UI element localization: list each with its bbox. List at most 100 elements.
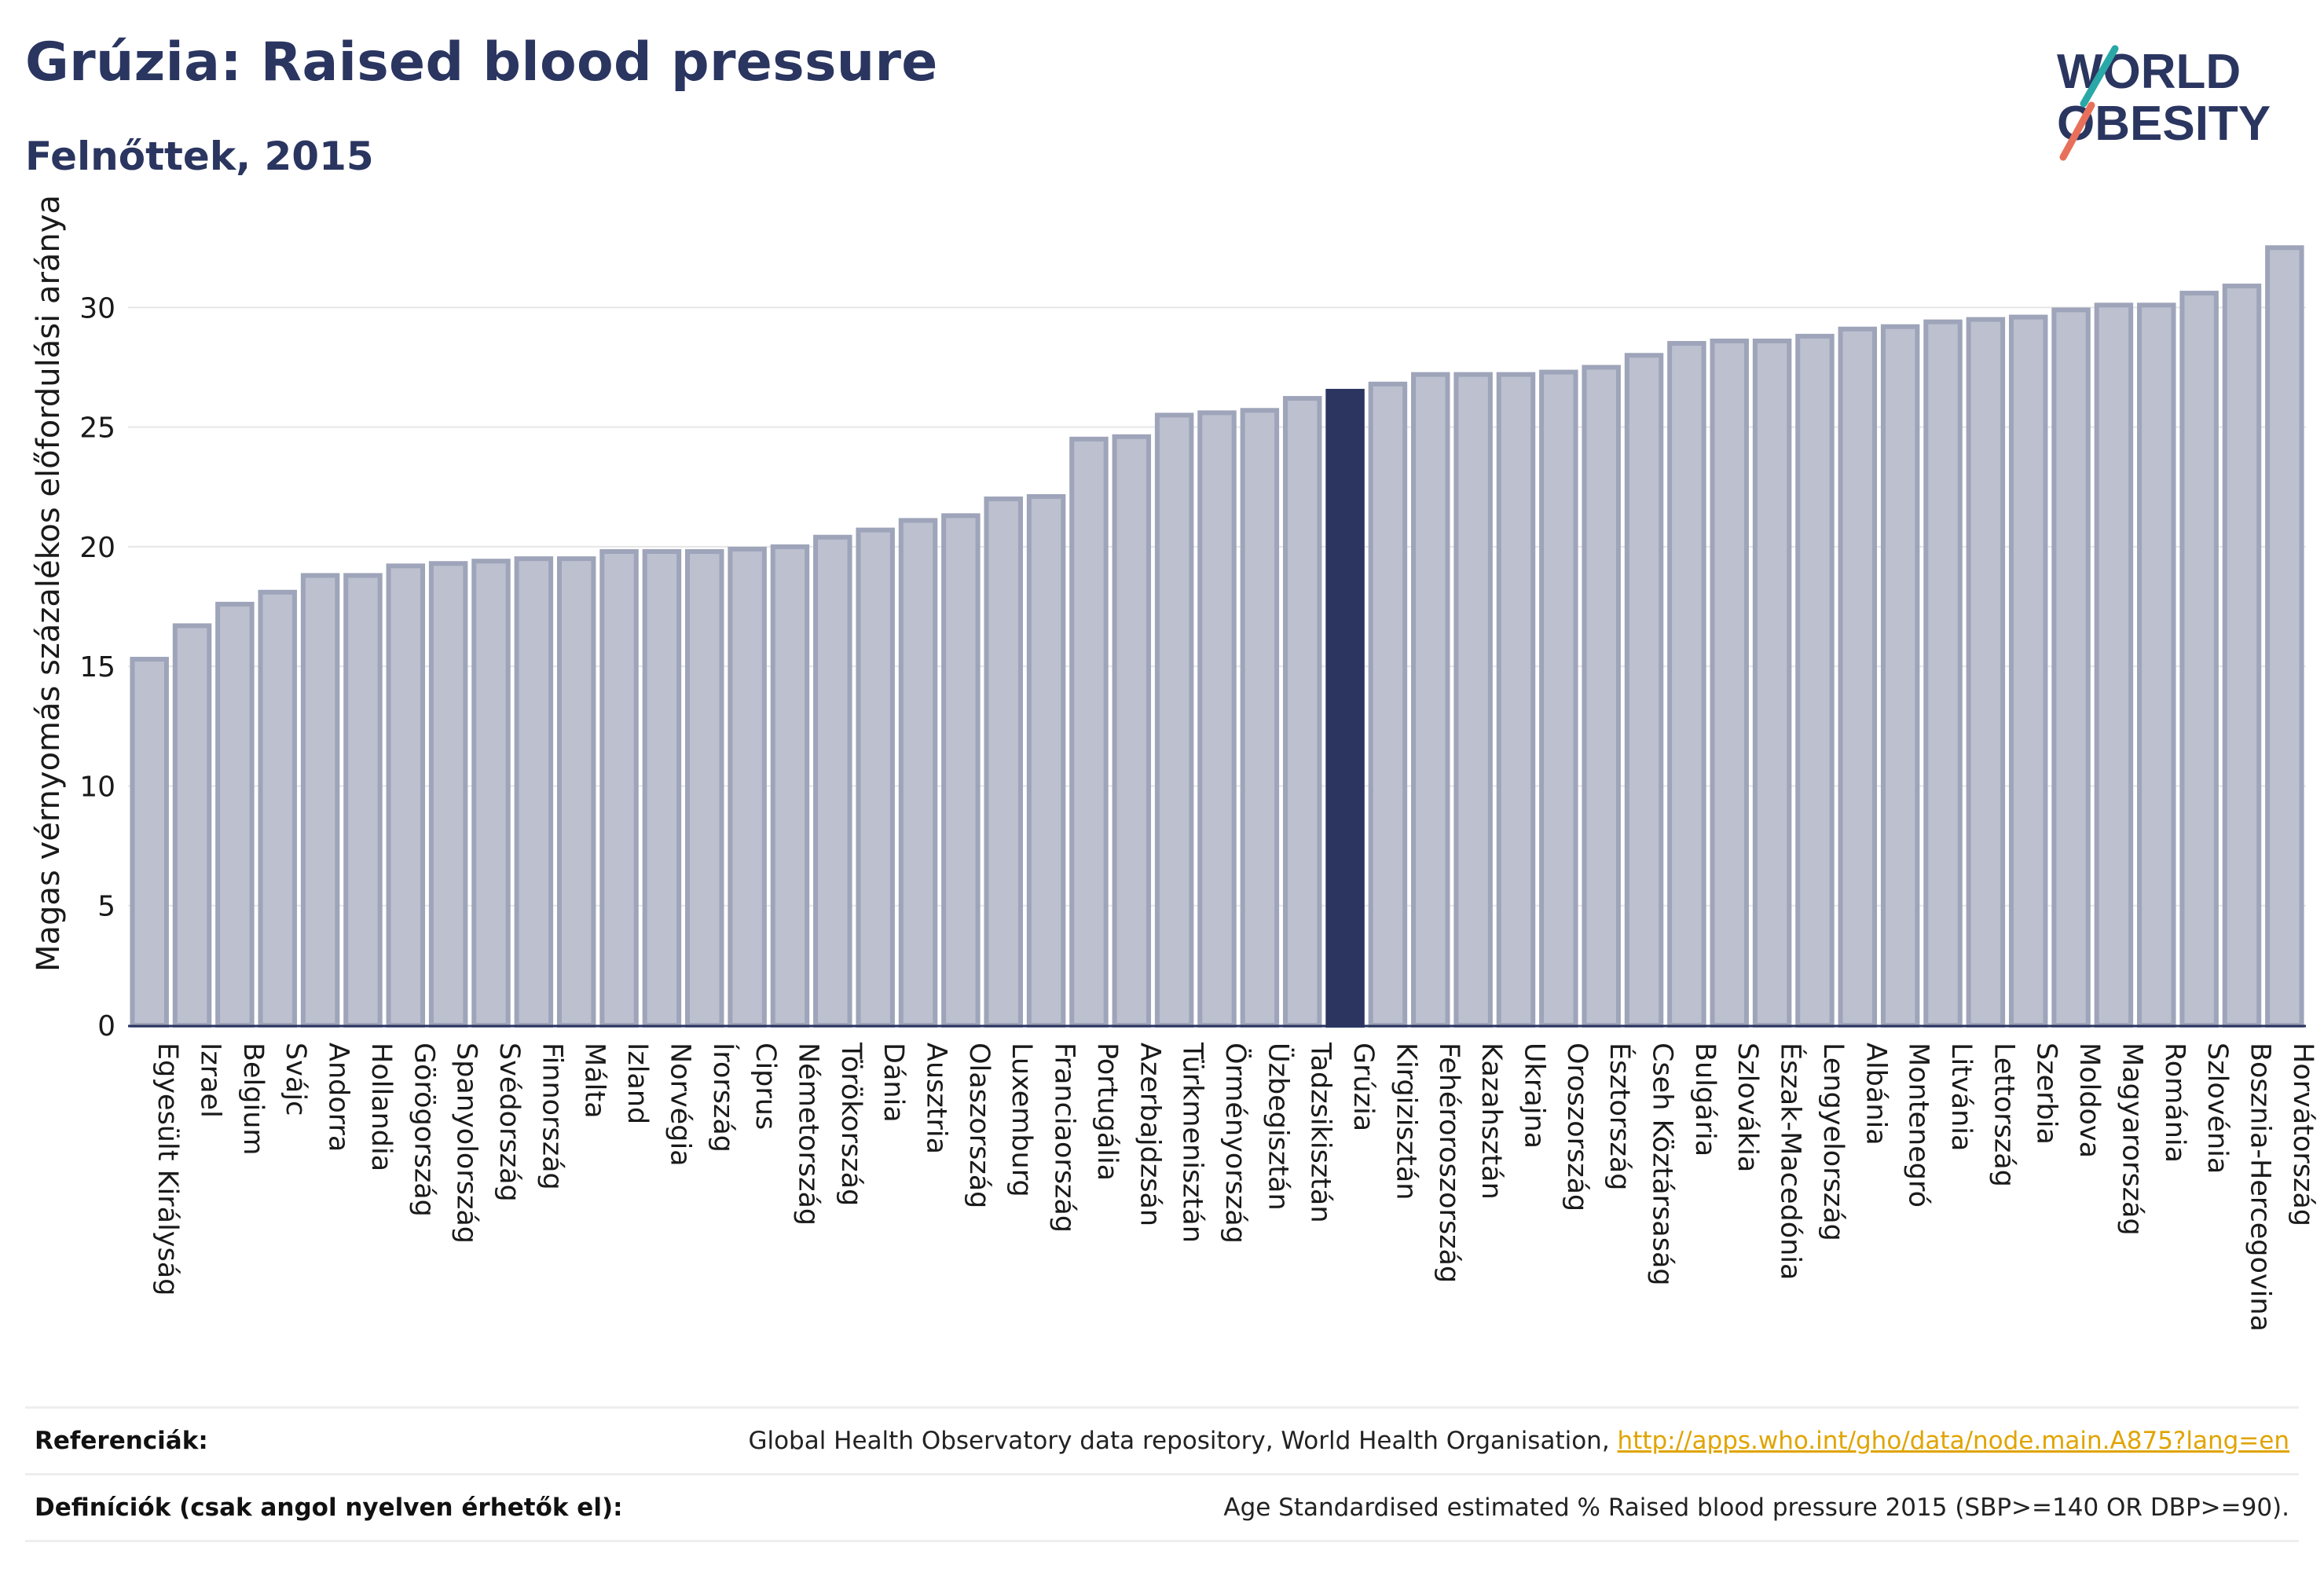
bar xyxy=(856,527,895,1028)
x-tick-label: Montenegró xyxy=(1903,1043,1934,1208)
x-tick-label: Magyarország xyxy=(2116,1043,2147,1236)
x-tick-label: Olaszország xyxy=(963,1043,995,1208)
bar xyxy=(1240,408,1280,1028)
x-tick-label: Törökország xyxy=(835,1042,867,1206)
bar xyxy=(2008,314,2048,1028)
bar xyxy=(1368,381,1408,1028)
logo-slash-teal xyxy=(2080,45,2119,108)
x-tick-label: Hollandia xyxy=(365,1043,397,1171)
x-tick-label: Andorra xyxy=(323,1043,354,1152)
x-tick-label: Kirgizisztán xyxy=(1390,1043,1421,1200)
bar xyxy=(1411,372,1450,1028)
x-tick-label: Grúzia xyxy=(1347,1043,1379,1131)
x-tick-label: Moldova xyxy=(2073,1043,2105,1158)
chart-title: Grúzia: Raised blood pressure xyxy=(25,31,938,93)
x-tick-label: Izland xyxy=(621,1043,653,1124)
x-tick-label: Belgium xyxy=(237,1043,269,1156)
bar xyxy=(471,559,511,1028)
x-tick-label: Ukrajna xyxy=(1518,1043,1549,1149)
bar xyxy=(343,573,383,1028)
bar xyxy=(642,549,682,1028)
y-tick-label: 20 xyxy=(79,532,115,564)
bar xyxy=(770,544,810,1028)
x-tick-label: Horvátország xyxy=(2287,1043,2319,1226)
bar xyxy=(2137,302,2176,1028)
x-tick-label: Szlovénia xyxy=(2201,1043,2233,1174)
bar xyxy=(941,513,981,1028)
chart-subtitle: Felnőttek, 2015 xyxy=(25,134,374,179)
y-axis-label: Magas vérnyomás százalékos előfordulási … xyxy=(31,195,67,972)
bar xyxy=(2222,283,2262,1028)
bar xyxy=(813,534,852,1028)
x-tick-label: Ausztria xyxy=(921,1043,952,1154)
x-tick-label: Portugália xyxy=(1091,1043,1123,1181)
x-tick-label: Luxemburg xyxy=(1006,1043,1037,1197)
y-axis-ticks: 0 5 10 15 20 25 30 xyxy=(79,292,115,1043)
bar xyxy=(1069,436,1109,1028)
x-tick-label: Üzbegisztán xyxy=(1262,1043,1295,1211)
bar xyxy=(514,556,554,1028)
bar xyxy=(2179,291,2219,1028)
x-tick-label: Svájc xyxy=(280,1043,311,1116)
bar xyxy=(728,546,767,1028)
bar xyxy=(1026,493,1066,1028)
x-tick-label: Írország xyxy=(707,1043,740,1153)
references-table: Referenciák: Global Health Observatory d… xyxy=(25,1406,2299,1542)
bar xyxy=(1496,372,1536,1028)
references-link[interactable]: http://apps.who.int/gho/data/node.main.A… xyxy=(1617,1427,2289,1455)
bar xyxy=(2265,245,2304,1028)
x-tick-label: Bosznia-Hercegovina xyxy=(2244,1043,2275,1332)
bar-highlighted xyxy=(1325,388,1365,1028)
y-tick-label: 30 xyxy=(79,292,115,324)
x-tick-label: Fehéroroszország xyxy=(1433,1043,1464,1283)
bar xyxy=(599,549,639,1028)
y-tick-label: 5 xyxy=(97,891,115,923)
bar xyxy=(130,657,169,1028)
bar xyxy=(1197,410,1237,1028)
x-tick-label: Görögország xyxy=(408,1043,439,1217)
bar xyxy=(984,497,1023,1028)
bar xyxy=(215,602,255,1028)
x-tick-label: Türkmenisztán xyxy=(1177,1042,1208,1243)
x-tick-label: Franciaország xyxy=(1049,1043,1080,1233)
bar xyxy=(1880,324,1920,1028)
x-tick-label: Örményország xyxy=(1219,1043,1252,1244)
x-tick-label: Spanyolország xyxy=(451,1043,482,1244)
x-tick-label: Szerbia xyxy=(2031,1043,2062,1145)
bar xyxy=(685,549,724,1028)
y-tick-label: 15 xyxy=(79,651,115,684)
x-tick-label: Észak-Macedónia xyxy=(1775,1043,1808,1280)
bar xyxy=(898,518,938,1028)
definition-row: Definíciók (csak angol nyelven érhetők e… xyxy=(25,1473,2299,1542)
bar xyxy=(1453,372,1493,1028)
bar xyxy=(1923,319,1963,1028)
x-tick-label: Németország xyxy=(792,1043,823,1226)
x-tick-label: Finnország xyxy=(536,1043,567,1190)
bar xyxy=(258,589,297,1028)
references-label: Referenciák: xyxy=(35,1427,208,1455)
bar xyxy=(556,556,596,1028)
bar xyxy=(1624,353,1664,1028)
x-axis-ticks: Egyesült Királyság Izrael Belgium Svájc Ando… xyxy=(152,1042,2319,1332)
bar xyxy=(1112,434,1152,1028)
bar-chart: 0 5 10 15 20 25 30 Egyesült Királyság Izrael Bel… xyxy=(31,195,2319,1332)
bar xyxy=(1710,339,1749,1028)
bar xyxy=(1282,396,1322,1028)
y-tick-label: 25 xyxy=(79,412,115,445)
bar xyxy=(1838,326,1878,1028)
x-tick-label: Ciprus xyxy=(750,1043,781,1130)
bars xyxy=(130,245,2304,1028)
definitions-value: Age Standardised estimated % Raised bloo… xyxy=(1223,1494,2289,1522)
x-tick-label: Cseh Köztársaság xyxy=(1647,1043,1678,1286)
x-tick-label: Tadzsikisztán xyxy=(1305,1042,1336,1223)
x-tick-label: Izrael xyxy=(195,1043,226,1118)
bar xyxy=(300,573,340,1028)
y-tick-label: 10 xyxy=(79,771,115,803)
x-tick-label: Azerbajdzsán xyxy=(1134,1043,1165,1226)
bar xyxy=(1795,333,1835,1028)
y-tick-label: 0 xyxy=(97,1010,115,1043)
x-tick-label: Oroszország xyxy=(1561,1043,1593,1211)
x-tick-label: Észtország xyxy=(1604,1043,1637,1191)
x-tick-label: Lengyelország xyxy=(1817,1043,1849,1241)
bar xyxy=(1539,369,1578,1028)
